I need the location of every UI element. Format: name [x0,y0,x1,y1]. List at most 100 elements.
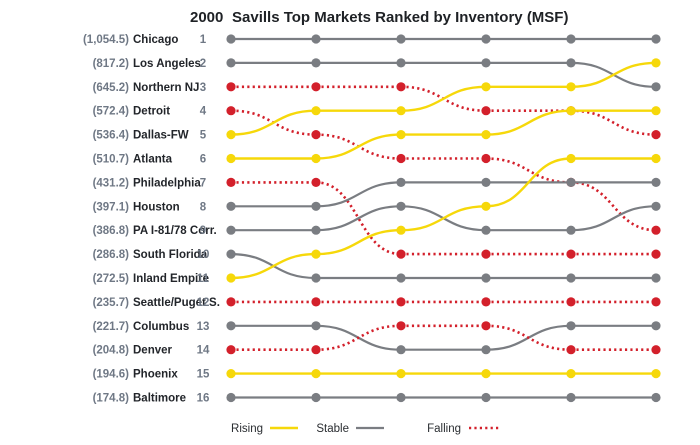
data-point [396,273,406,283]
data-point [226,201,236,211]
data-point [396,249,406,259]
data-point [481,392,491,403]
rank-label: 16 [197,393,210,405]
series-line-segment [485,157,572,184]
market-value: (536.4) [93,130,130,142]
data-point [481,249,491,259]
data-point [651,153,661,164]
series-line-segment [400,85,487,112]
data-point [311,369,321,379]
data-point [481,297,491,307]
rank-label: 12 [197,297,210,309]
data-point [481,153,491,164]
rank-label: 11 [197,273,210,285]
data-point [481,321,491,331]
data-point [566,345,576,355]
data-point [481,58,491,68]
rank-label: 6 [200,154,206,166]
data-point [311,201,321,211]
rank-label: 7 [200,177,206,189]
data-point [226,297,236,307]
series-line-segment [485,109,572,136]
data-point [311,273,321,283]
data-point [226,369,236,379]
rank-label: 8 [200,201,207,213]
data-point [226,58,236,68]
data-point [396,201,406,211]
data-point [226,82,236,92]
rank-label: 4 [200,106,207,118]
data-point [651,392,661,403]
data-point [651,106,661,116]
data-point [396,153,406,164]
data-point [566,153,576,164]
data-point [311,106,321,116]
data-point [226,153,236,164]
market-name: Philadelphia [133,177,201,189]
data-point [651,130,661,140]
data-point [481,34,491,44]
market-name: Houston [133,201,180,213]
series-line-segment [315,181,402,256]
data-point [396,106,406,116]
data-point [396,297,406,307]
market-name: Northern NJ [133,82,199,94]
data-point [226,130,236,140]
data-point [566,273,576,283]
market-name: PA I-81/78 Corr. [133,225,217,237]
market-name: Los Angeles [133,58,201,70]
market-name: Inland Empire [133,273,209,285]
data-point [651,321,661,331]
market-value: (204.8) [93,345,130,357]
data-point [651,58,661,68]
data-point [396,130,406,140]
data-point [481,225,491,235]
data-point [481,177,491,187]
market-name: Dallas-FW [133,130,189,142]
data-point [481,130,491,140]
data-point [226,392,236,403]
legend-label-falling: Falling [427,423,461,435]
data-point [396,82,406,92]
series-line-segment [315,133,402,160]
legend-label-rising: Rising [231,423,263,435]
rank-label: 9 [200,225,206,237]
series-line-segment [485,324,572,351]
data-point [651,34,661,44]
market-value: (235.7) [93,297,130,309]
market-value: (1,054.5) [83,34,129,46]
data-point [566,177,576,187]
data-point [651,177,661,187]
data-point [311,249,321,259]
data-point [226,273,236,283]
series-line-segment [400,205,487,232]
data-point [481,345,491,355]
data-point [566,34,576,44]
rank-label: 5 [200,130,207,142]
data-point [651,369,661,379]
data-point [396,34,406,44]
data-point [566,58,576,68]
series-line-segment [315,181,402,208]
data-point [651,273,661,283]
data-point [396,58,406,68]
data-point [311,153,321,164]
data-point [396,392,406,403]
data-point [396,345,406,355]
data-point [311,130,321,140]
data-point [396,369,406,379]
legend-label-stable: Stable [316,423,349,435]
data-point [311,34,321,44]
data-point [311,321,321,331]
market-value: (272.5) [93,273,130,285]
data-point [226,249,236,259]
rank-label: 14 [197,345,210,357]
market-value: (174.8) [93,393,130,405]
market-name: Denver [133,345,173,357]
series-line-segment [570,181,657,232]
data-point [396,225,406,235]
series-points [226,34,661,403]
series-lines [230,37,657,399]
